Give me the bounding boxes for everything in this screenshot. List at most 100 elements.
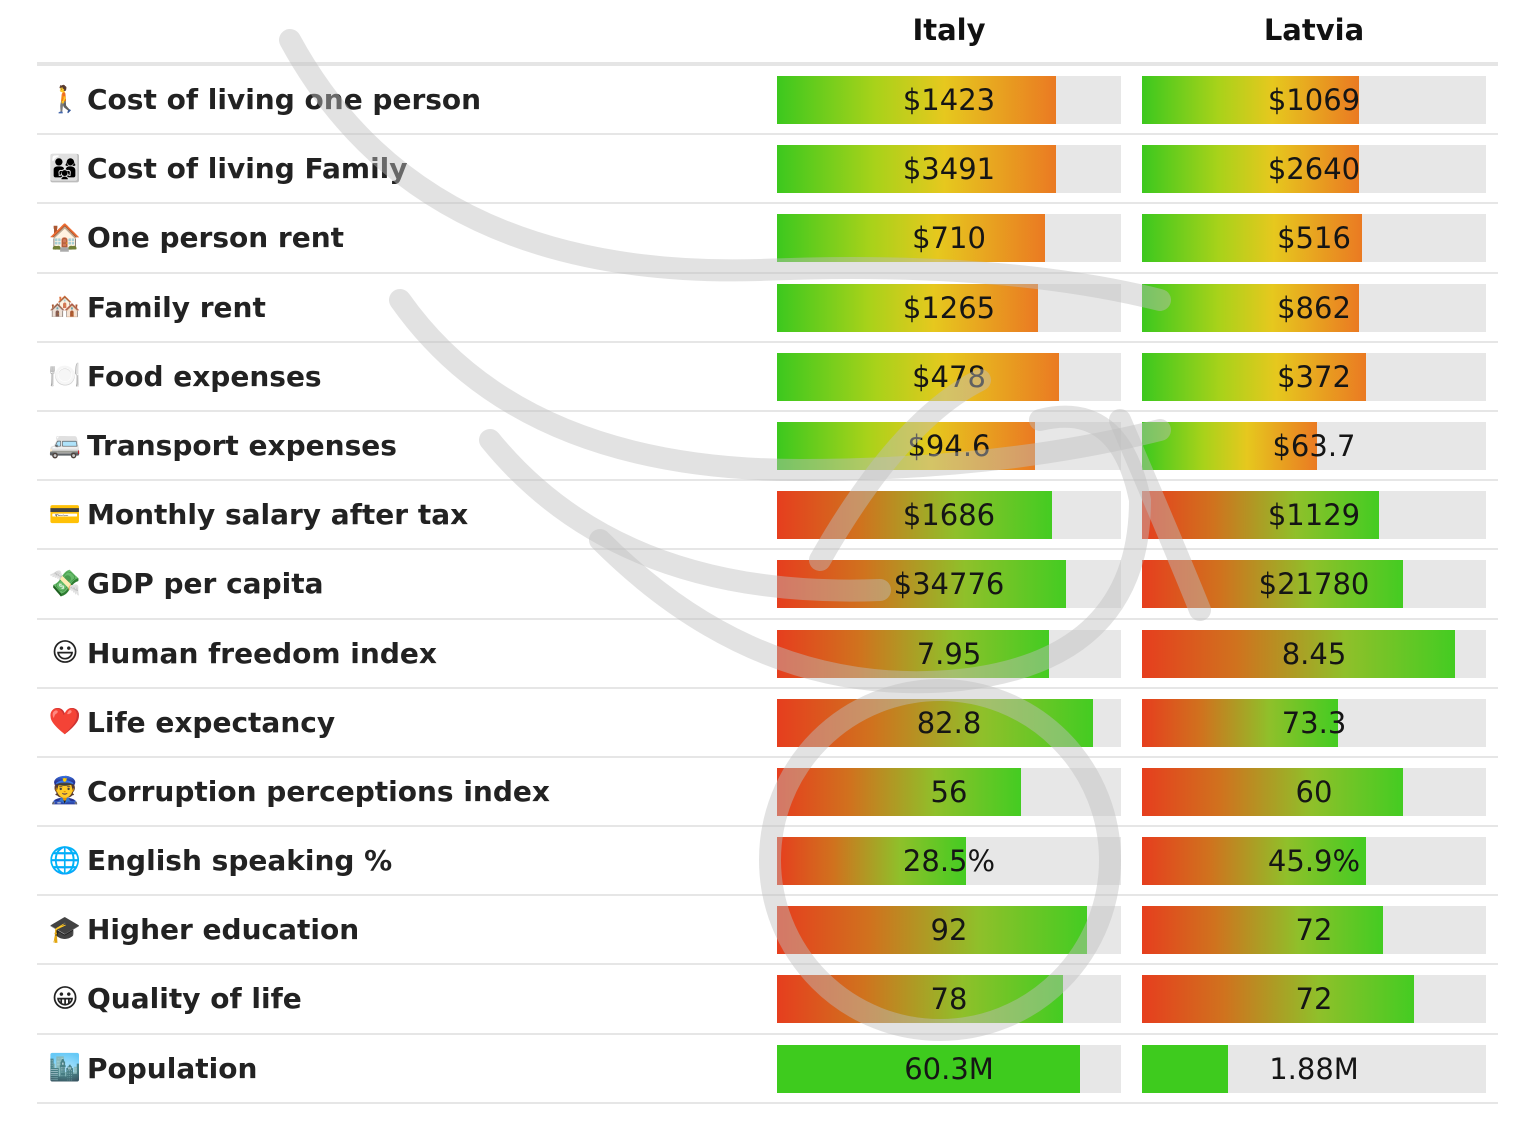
row-label-text: GDP per capita	[87, 567, 324, 601]
header-divider	[37, 62, 1498, 66]
house-icon: 🏠	[48, 222, 82, 253]
value-bar-italy: 28.5%	[777, 837, 1121, 886]
bar-value-latvia: $2640	[1267, 152, 1361, 187]
bar-fill-latvia	[1142, 1044, 1228, 1093]
row-label: 😃 Human freedom index	[47, 620, 437, 687]
bar-value-latvia: $516	[1277, 221, 1351, 256]
bar-value-latvia: 72	[1295, 913, 1333, 948]
bar-value-italy: $1686	[902, 498, 996, 533]
value-bar-latvia: $372	[1142, 352, 1486, 401]
value-bar-latvia: $862	[1142, 283, 1486, 332]
bar-fill-italy	[777, 906, 1087, 955]
column-header-italy: Italy	[912, 13, 986, 47]
bar-value-italy: 28.5%	[902, 844, 996, 879]
bar-fill-latvia	[1142, 491, 1380, 540]
value-bar-latvia: 72	[1142, 975, 1486, 1024]
row-label-text: Corruption perceptions index	[87, 774, 550, 808]
value-bar-latvia: $63.7	[1142, 421, 1486, 470]
row-label-text: Cost of living one person	[87, 83, 482, 116]
row-label-text: Higher education	[87, 913, 360, 947]
row-label: 🏙️ Population	[47, 1035, 258, 1102]
row-label-text: Population	[87, 1051, 258, 1085]
bar-value-italy: 82.8	[916, 705, 982, 740]
bar-fill-italy	[777, 352, 1060, 401]
bar-fill-latvia	[1142, 698, 1339, 747]
grinning-face-icon: 😀	[51, 983, 79, 1014]
row-label: 😀 Quality of life	[47, 965, 301, 1032]
money-wings-icon: 💸	[48, 568, 82, 599]
bar-value-latvia: $1069	[1267, 83, 1361, 117]
table-row: 🚐 Transport expenses $94.6 $63.7	[37, 412, 1498, 482]
bar-fill-italy	[777, 1044, 1080, 1093]
row-label-text: Human freedom index	[87, 636, 437, 670]
row-label: ❤️ Life expectancy	[47, 689, 335, 756]
row-label: 👨‍👩‍👧 Cost of living Family	[47, 135, 408, 202]
value-bar-latvia: 8.45	[1142, 629, 1486, 678]
table-row: 🚶 Cost of living one person $1423 $1069	[37, 66, 1498, 136]
bar-fill-italy	[777, 975, 1063, 1024]
value-bar-italy: 7.95	[777, 629, 1121, 678]
bar-value-italy: $94.6	[907, 428, 991, 463]
bar-value-italy: $1265	[902, 290, 996, 325]
value-bar-latvia: 45.9%	[1142, 837, 1486, 886]
value-bar-latvia: $21780	[1142, 560, 1486, 609]
bar-value-latvia: $862	[1277, 290, 1351, 325]
bar-fill-italy	[777, 145, 1056, 194]
houses-icon: 🏘️	[48, 292, 82, 323]
walking-person-icon: 🚶	[48, 84, 82, 115]
bar-fill-latvia	[1142, 629, 1456, 678]
row-label: 🚶 Cost of living one person	[47, 66, 481, 133]
value-bar-italy: $1686	[777, 491, 1121, 540]
row-label-text: Cost of living Family	[87, 152, 408, 186]
value-bar-italy: $3491	[777, 145, 1121, 194]
table-row: 🌐 English speaking % 28.5% 45.9%	[37, 827, 1498, 897]
bar-value-latvia: 72	[1295, 982, 1333, 1017]
value-bar-latvia: 60	[1142, 767, 1486, 816]
row-label-text: Monthly salary after tax	[87, 498, 469, 532]
globe-icon: 🌐	[48, 845, 82, 876]
bar-fill-latvia	[1142, 767, 1404, 816]
bar-fill-italy	[777, 76, 1056, 124]
row-label: 🚐 Transport expenses	[47, 412, 397, 479]
police-officer-icon: 👮	[48, 776, 82, 807]
row-label: 🎓 Higher education	[47, 896, 359, 963]
bar-fill-latvia	[1142, 283, 1359, 332]
value-bar-latvia: $2640	[1142, 145, 1486, 194]
bar-fill-italy	[777, 491, 1053, 540]
row-label-text: One person rent	[87, 221, 345, 255]
bar-value-latvia: 60	[1295, 774, 1333, 809]
value-bar-italy: $478	[777, 352, 1121, 401]
bar-fill-italy	[777, 629, 1049, 678]
row-label-text: Transport expenses	[87, 428, 397, 462]
row-label-text: English speaking %	[87, 844, 393, 878]
bar-value-latvia: $21780	[1258, 567, 1370, 602]
table-row: 🍽️ Food expenses $478 $372	[37, 343, 1498, 412]
row-label: 💸 GDP per capita	[47, 550, 324, 617]
table-row: 👨‍👩‍👧 Cost of living Family $3491 $2640	[37, 135, 1498, 205]
bar-value-italy: 7.95	[916, 636, 982, 671]
bar-fill-italy	[777, 421, 1035, 470]
bar-value-italy: 56	[930, 774, 968, 809]
value-bar-italy: 60.3M	[777, 1044, 1121, 1093]
bar-fill-italy	[777, 283, 1039, 332]
bar-value-latvia: 8.45	[1281, 636, 1347, 671]
value-bar-italy: $710	[777, 214, 1121, 263]
value-bar-italy: $34776	[777, 560, 1121, 609]
table-row: ❤️ Life expectancy 82.8 73.3	[37, 689, 1498, 758]
row-label: 💳 Monthly salary after tax	[47, 481, 468, 548]
cityscape-icon: 🏙️	[48, 1053, 82, 1084]
smiley-icon: 😃	[51, 638, 79, 668]
value-bar-latvia: $1069	[1142, 76, 1486, 124]
table-row: 🏠 One person rent $710 $516	[37, 204, 1498, 274]
table-header: Italy Latvia	[37, 0, 1498, 62]
value-bar-latvia: 73.3	[1142, 698, 1486, 747]
row-label: 🏘️ Family rent	[47, 274, 266, 341]
bar-value-latvia: $1129	[1267, 498, 1361, 533]
bar-fill-italy	[777, 837, 967, 886]
table-row: 🏘️ Family rent $1265 $862	[37, 274, 1498, 343]
bar-value-latvia: $63.7	[1272, 428, 1356, 463]
table-row: 👮 Corruption perceptions index 56 60	[37, 758, 1498, 828]
value-bar-latvia: 1.88M	[1142, 1044, 1486, 1093]
bar-fill-latvia	[1142, 975, 1414, 1024]
bar-value-latvia: $372	[1277, 359, 1351, 394]
